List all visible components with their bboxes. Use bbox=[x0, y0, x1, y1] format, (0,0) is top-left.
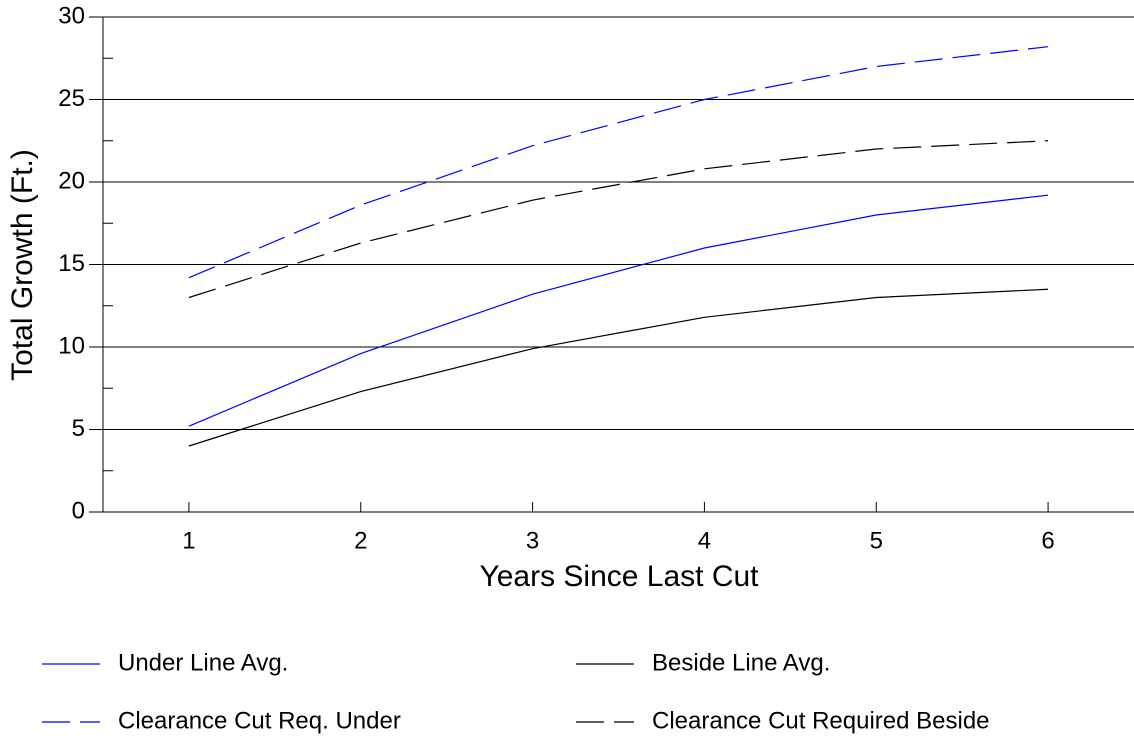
series-line bbox=[188, 46, 1049, 279]
legend-label: Beside Line Avg. bbox=[652, 649, 830, 676]
series-line bbox=[188, 194, 1049, 427]
y-tick-label: 15 bbox=[58, 250, 85, 277]
x-axis-title: Years Since Last Cut bbox=[479, 560, 759, 593]
x-tick-label: 5 bbox=[870, 527, 883, 554]
y-tick-label: 30 bbox=[58, 2, 85, 29]
series-line bbox=[188, 140, 1049, 299]
x-tick-label: 3 bbox=[526, 527, 539, 554]
y-axis-title: Total Growth (Ft.) bbox=[6, 149, 39, 381]
x-tick-label: 4 bbox=[698, 527, 711, 554]
x-tick-label: 2 bbox=[354, 527, 367, 554]
y-tick-label: 0 bbox=[72, 497, 85, 524]
x-tick-label: 6 bbox=[1041, 527, 1054, 554]
series-line bbox=[188, 288, 1049, 447]
legend-label: Under Line Avg. bbox=[118, 649, 288, 676]
legend-label: Clearance Cut Req. Under bbox=[118, 707, 401, 734]
legend-label: Clearance Cut Required Beside bbox=[652, 707, 990, 734]
y-tick-label: 20 bbox=[58, 167, 85, 194]
x-tick-label: 1 bbox=[182, 527, 195, 554]
y-tick-label: 5 bbox=[72, 415, 85, 442]
y-tick-label: 10 bbox=[58, 332, 85, 359]
y-tick-label: 25 bbox=[58, 85, 85, 112]
